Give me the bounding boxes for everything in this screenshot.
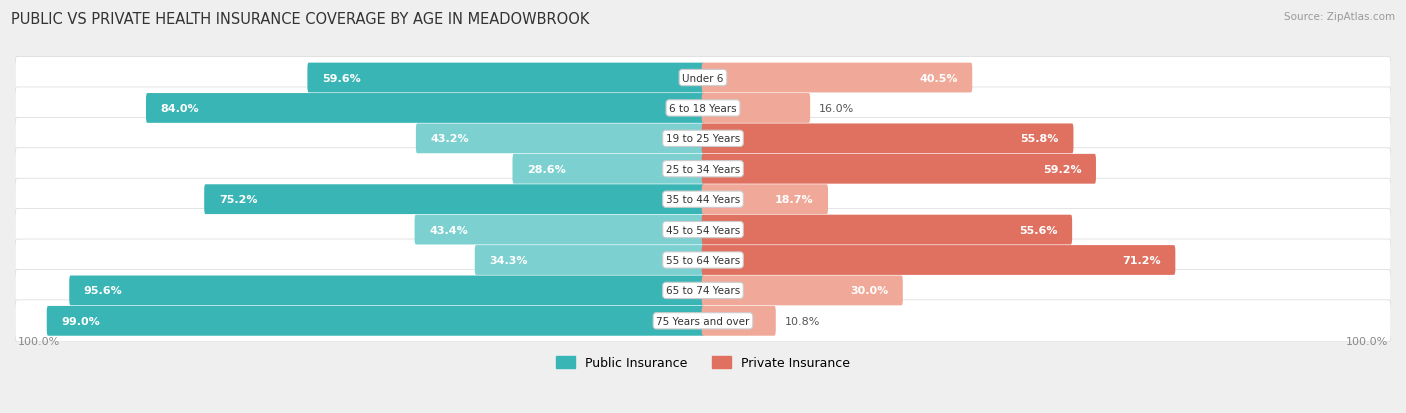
FancyBboxPatch shape — [15, 240, 1391, 281]
FancyBboxPatch shape — [475, 245, 704, 275]
Text: 45 to 54 Years: 45 to 54 Years — [666, 225, 740, 235]
FancyBboxPatch shape — [15, 300, 1391, 342]
FancyBboxPatch shape — [15, 118, 1391, 160]
FancyBboxPatch shape — [15, 209, 1391, 251]
Text: 75 Years and over: 75 Years and over — [657, 316, 749, 326]
Text: 59.6%: 59.6% — [322, 74, 361, 83]
Text: Under 6: Under 6 — [682, 74, 724, 83]
Text: 95.6%: 95.6% — [84, 286, 122, 296]
FancyBboxPatch shape — [15, 148, 1391, 190]
Text: 10.8%: 10.8% — [785, 316, 820, 326]
FancyBboxPatch shape — [702, 215, 1073, 245]
FancyBboxPatch shape — [146, 94, 704, 123]
Text: 18.7%: 18.7% — [775, 195, 814, 205]
Text: 75.2%: 75.2% — [219, 195, 257, 205]
FancyBboxPatch shape — [702, 94, 810, 123]
Text: 99.0%: 99.0% — [62, 316, 100, 326]
Text: 35 to 44 Years: 35 to 44 Years — [666, 195, 740, 205]
Text: 43.4%: 43.4% — [429, 225, 468, 235]
FancyBboxPatch shape — [702, 64, 972, 93]
Text: 55.6%: 55.6% — [1019, 225, 1057, 235]
FancyBboxPatch shape — [15, 57, 1391, 99]
FancyBboxPatch shape — [702, 245, 1175, 275]
Text: 59.2%: 59.2% — [1043, 164, 1081, 174]
FancyBboxPatch shape — [702, 185, 828, 215]
FancyBboxPatch shape — [702, 306, 776, 336]
Text: 84.0%: 84.0% — [160, 104, 200, 114]
Text: 40.5%: 40.5% — [920, 74, 957, 83]
Text: PUBLIC VS PRIVATE HEALTH INSURANCE COVERAGE BY AGE IN MEADOWBROOK: PUBLIC VS PRIVATE HEALTH INSURANCE COVER… — [11, 12, 589, 27]
FancyBboxPatch shape — [702, 124, 1073, 154]
Text: 34.3%: 34.3% — [489, 255, 527, 266]
FancyBboxPatch shape — [15, 179, 1391, 221]
Text: 16.0%: 16.0% — [818, 104, 853, 114]
Text: 71.2%: 71.2% — [1122, 255, 1161, 266]
Text: 6 to 18 Years: 6 to 18 Years — [669, 104, 737, 114]
Text: 28.6%: 28.6% — [527, 164, 565, 174]
FancyBboxPatch shape — [702, 154, 1095, 184]
Text: 25 to 34 Years: 25 to 34 Years — [666, 164, 740, 174]
FancyBboxPatch shape — [69, 276, 704, 306]
Text: 65 to 74 Years: 65 to 74 Years — [666, 286, 740, 296]
Text: 55.8%: 55.8% — [1021, 134, 1059, 144]
FancyBboxPatch shape — [702, 276, 903, 306]
FancyBboxPatch shape — [204, 185, 704, 215]
FancyBboxPatch shape — [512, 154, 704, 184]
Text: Source: ZipAtlas.com: Source: ZipAtlas.com — [1284, 12, 1395, 22]
FancyBboxPatch shape — [415, 215, 704, 245]
FancyBboxPatch shape — [416, 124, 704, 154]
FancyBboxPatch shape — [46, 306, 704, 336]
Text: 55 to 64 Years: 55 to 64 Years — [666, 255, 740, 266]
FancyBboxPatch shape — [15, 88, 1391, 130]
FancyBboxPatch shape — [15, 270, 1391, 312]
Text: 30.0%: 30.0% — [851, 286, 889, 296]
Legend: Public Insurance, Private Insurance: Public Insurance, Private Insurance — [551, 351, 855, 374]
FancyBboxPatch shape — [308, 64, 704, 93]
Text: 19 to 25 Years: 19 to 25 Years — [666, 134, 740, 144]
Text: 43.2%: 43.2% — [430, 134, 470, 144]
Text: 100.0%: 100.0% — [18, 336, 60, 346]
Text: 100.0%: 100.0% — [1346, 336, 1388, 346]
